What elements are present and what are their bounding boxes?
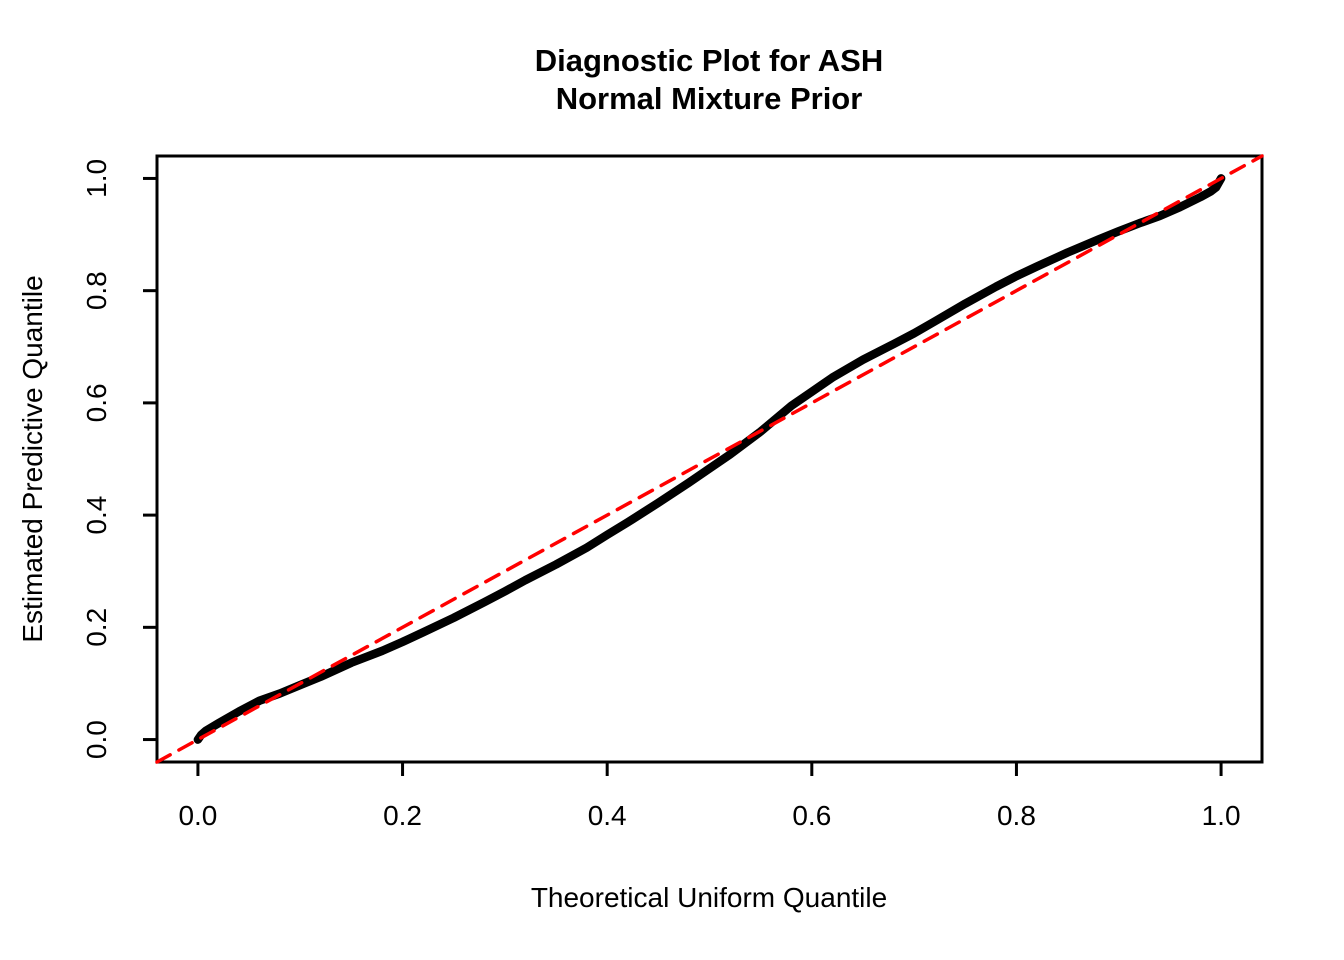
y-axis-tick-label: 0.2 — [81, 608, 112, 647]
y-axis-tick-label: 1.0 — [81, 159, 112, 198]
plot-box-border — [155, 154, 1264, 764]
y-axis-tick-label: 0.4 — [81, 496, 112, 535]
y-axis-title: Estimated Predictive Quantile — [17, 275, 48, 642]
x-axis-tick-label: 1.0 — [1202, 800, 1241, 831]
x-axis-title: Theoretical Uniform Quantile — [531, 882, 887, 913]
axis-layer: 0.0 0.2 0.4 0.6 0.8 1.0 0.0 0.2 0.4 0.6 0.8 1.0 — [81, 159, 1241, 831]
x-axis-tick-label: 0.0 — [178, 800, 217, 831]
diagonal-reference-line-path — [155, 154, 1264, 764]
plot-title-line1: Diagnostic Plot for ASH — [535, 43, 883, 78]
x-axis-tick-label: 0.2 — [383, 800, 422, 831]
y-axis-tick-label: 0.8 — [81, 271, 112, 310]
y-axis-tick-label: 0.6 — [81, 383, 112, 422]
x-axis-tick-label: 0.8 — [997, 800, 1036, 831]
series-layer — [155, 154, 1264, 764]
x-axis-tick-label: 0.6 — [792, 800, 831, 831]
estimated-predictive-quantile-curve-path — [193, 174, 1226, 744]
y-axis-tick-label: 0.0 — [81, 720, 112, 759]
plot-title-line2: Normal Mixture Prior — [556, 81, 863, 116]
x-axis-tick-label: 0.4 — [588, 800, 627, 831]
